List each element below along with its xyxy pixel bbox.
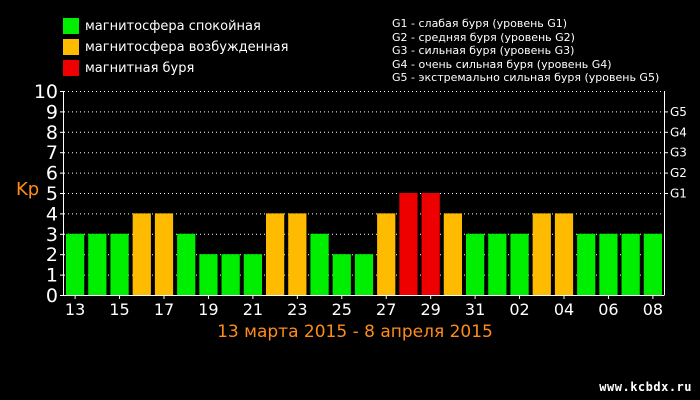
x-tick-label: 02 <box>509 300 529 319</box>
y-tick-label: 8 <box>46 122 58 144</box>
x-tick-label: 19 <box>198 300 218 319</box>
bar <box>199 254 218 295</box>
bar <box>399 193 418 295</box>
storm-levels-legend: G1 - слабая буря (уровень G1) G2 - средн… <box>392 17 659 85</box>
y-tick-label: 10 <box>34 81 58 103</box>
x-tick-label: 17 <box>154 300 174 319</box>
storm-level-g3: G3 - сильная буря (уровень G3) <box>392 44 575 58</box>
y-tick-label: 9 <box>46 101 58 123</box>
storm-level-g2: G2 - средняя буря (уровень G2) <box>392 30 575 44</box>
legend-label-quiet: магнитосфера спокойная <box>85 18 261 34</box>
legend-item-storm: магнитная буря <box>63 60 194 76</box>
storm-level-g1: G1 - слабая буря (уровень G1) <box>392 17 568 30</box>
y-tick-label: 7 <box>46 142 58 164</box>
bar <box>466 233 485 295</box>
bar <box>443 213 462 295</box>
right-tick-label: G1 <box>670 187 687 201</box>
bar <box>266 213 285 295</box>
axes <box>60 91 668 299</box>
bar <box>354 254 374 295</box>
x-tick-label: 15 <box>109 300 129 319</box>
bar <box>154 213 174 295</box>
bar <box>243 254 262 295</box>
x-tick-label: 23 <box>287 300 307 319</box>
x-axis-label: 13 марта 2015 - 8 апреля 2015 <box>217 322 493 342</box>
bar <box>510 233 529 295</box>
bar <box>66 233 85 295</box>
legend-label-storm: магнитная буря <box>85 60 195 76</box>
x-tick-label: 13 <box>65 300 85 319</box>
bar <box>577 233 596 295</box>
y-tick-label: 5 <box>46 183 58 205</box>
bar <box>643 233 662 295</box>
x-tick-label: 06 <box>598 300 618 319</box>
y-tick-label: 4 <box>46 203 58 225</box>
bar <box>310 233 329 295</box>
x-tick-label: 27 <box>376 300 396 319</box>
legend-label-excited: магнитосфера возбужденная <box>85 39 289 55</box>
legend-item-quiet: магнитосфера спокойная <box>63 18 261 34</box>
bar <box>332 254 351 295</box>
bar <box>377 213 396 295</box>
x-tick-label: 21 <box>243 300 263 319</box>
bar <box>488 233 507 295</box>
legend-swatch-excited <box>63 39 79 55</box>
x-tick-label: 08 <box>643 300 663 319</box>
storm-level-g5: G5 - экстремально сильная буря (уровень … <box>392 71 660 85</box>
bar <box>88 233 107 295</box>
y-axis-label: Kp <box>16 179 40 200</box>
right-tick-label: G2 <box>670 166 687 180</box>
x-tick-label: 04 <box>554 300 574 319</box>
grid-lines <box>64 91 664 276</box>
right-tick-label: G5 <box>670 105 687 119</box>
bar <box>132 213 151 295</box>
y-tick-label: 2 <box>46 244 58 266</box>
bars <box>66 193 662 295</box>
y-tick-label: 1 <box>46 265 58 287</box>
bar <box>288 213 307 295</box>
bar <box>421 193 440 295</box>
bar <box>532 213 551 295</box>
right-tick-label: G3 <box>670 146 687 160</box>
bar <box>221 254 240 295</box>
y-tick-label: 0 <box>46 285 58 307</box>
x-tick-label: 29 <box>420 300 440 319</box>
bar <box>599 233 618 295</box>
watermark: www.kcbdx.ru <box>599 380 692 394</box>
x-tick-label: 31 <box>465 300 485 319</box>
legend-swatch-quiet <box>63 18 79 34</box>
bar <box>621 233 640 295</box>
legend-item-excited: магнитосфера возбужденная <box>63 39 288 55</box>
x-tick-label: 25 <box>332 300 352 319</box>
right-tick-label: G4 <box>670 125 687 139</box>
legend-swatch-storm <box>63 60 79 76</box>
y-tick-label: 3 <box>46 224 58 246</box>
y-tick-label: 6 <box>46 163 58 185</box>
bar <box>110 233 129 295</box>
bar <box>554 213 574 295</box>
bar <box>177 233 196 295</box>
storm-level-g4: G4 - очень сильная буря (уровень G4) <box>392 57 612 71</box>
